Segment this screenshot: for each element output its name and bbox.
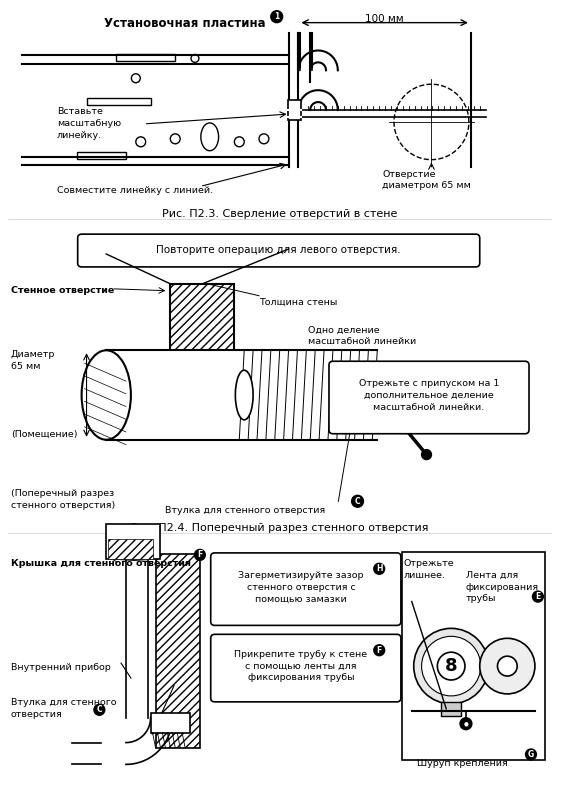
Text: (Помещение): (Помещение): [11, 430, 77, 439]
Text: Отрежьте с припуском на 1
дополнительное деление
масштабной линейки.: Отрежьте с припуском на 1 дополнительное…: [359, 380, 499, 412]
Text: Загерметизируйте зазор
стенного отверстия с
помощью замазки: Загерметизируйте зазор стенного отверсти…: [238, 571, 364, 603]
Circle shape: [480, 638, 535, 694]
Bar: [106, 524, 160, 559]
Circle shape: [94, 704, 105, 715]
Circle shape: [498, 656, 517, 676]
Circle shape: [422, 449, 431, 460]
Text: Втулка для стенного
отверстия: Втулка для стенного отверстия: [11, 698, 116, 719]
Text: Диаметр
65 мм: Диаметр 65 мм: [11, 350, 55, 371]
Circle shape: [438, 652, 465, 680]
Ellipse shape: [236, 370, 253, 420]
Text: (Поперечный разрез
стенного отверстия): (Поперечный разрез стенного отверстия): [11, 489, 115, 511]
Text: 1: 1: [274, 12, 279, 21]
Text: Толщина стены: Толщина стены: [259, 298, 337, 306]
Text: Втулка для стенного отверстия: Втулка для стенного отверстия: [165, 507, 325, 515]
Text: 100 мм: 100 мм: [365, 13, 403, 24]
Text: F: F: [376, 646, 382, 655]
Text: Повторите операцию для левого отверстия.: Повторите операцию для левого отверстия.: [157, 245, 401, 255]
Text: E: E: [535, 592, 540, 601]
FancyBboxPatch shape: [77, 234, 480, 267]
Bar: [402, 552, 545, 761]
Text: H: H: [376, 565, 383, 573]
Circle shape: [532, 591, 543, 602]
Text: Стенное отверстие: Стенное отверстие: [11, 286, 114, 295]
Ellipse shape: [81, 350, 131, 440]
Text: 8: 8: [445, 657, 457, 675]
Text: Рис. П2.3. Сверление отверстий в стене: Рис. П2.3. Сверление отверстий в стене: [162, 210, 397, 219]
Bar: [86, 98, 150, 105]
Bar: [116, 55, 175, 61]
Text: Одно деление
масштабной линейки: Одно деление масштабной линейки: [309, 326, 416, 346]
Circle shape: [195, 549, 205, 561]
Bar: [288, 100, 301, 120]
Bar: [108, 539, 153, 559]
Text: Внутренний прибор: Внутренний прибор: [11, 663, 111, 673]
Circle shape: [234, 137, 244, 147]
Bar: [77, 152, 126, 159]
Text: Прикрепите трубу к стене
с помощью ленты для
фиксирования трубы: Прикрепите трубу к стене с помощью ленты…: [234, 649, 367, 682]
Text: Рис. П2.4. Поперечный разрез стенного отверстия: Рис. П2.4. Поперечный разрез стенного от…: [131, 523, 429, 533]
Text: Отрежьте
лишнее.: Отрежьте лишнее.: [404, 559, 454, 580]
Circle shape: [131, 74, 140, 83]
Circle shape: [136, 137, 146, 147]
FancyBboxPatch shape: [211, 553, 401, 626]
FancyBboxPatch shape: [329, 361, 529, 434]
Circle shape: [374, 563, 385, 574]
Text: ●: ●: [463, 721, 468, 727]
Bar: [442, 702, 461, 715]
Text: Вставьте
масштабную
линейку.: Вставьте масштабную линейку.: [57, 107, 121, 140]
Text: C: C: [96, 705, 102, 715]
Text: Крышка для стенного отверстия: Крышка для стенного отверстия: [11, 559, 191, 568]
Bar: [155, 554, 200, 747]
Text: Установочная пластина: Установочная пластина: [104, 17, 266, 29]
Ellipse shape: [201, 123, 219, 151]
Circle shape: [422, 636, 481, 696]
Text: G: G: [528, 750, 534, 759]
Bar: [171, 283, 234, 423]
Circle shape: [460, 718, 472, 730]
Circle shape: [352, 495, 364, 507]
Circle shape: [271, 11, 283, 23]
Circle shape: [374, 645, 385, 656]
Text: C: C: [355, 497, 360, 506]
FancyBboxPatch shape: [211, 634, 401, 702]
Bar: [150, 713, 190, 733]
Circle shape: [526, 749, 536, 760]
Text: Совместите линейку с линией.: Совместите линейку с линией.: [57, 187, 213, 195]
Circle shape: [259, 134, 269, 144]
Text: Лента для
фиксирования
трубы: Лента для фиксирования трубы: [466, 571, 539, 603]
Bar: [106, 350, 377, 440]
Circle shape: [413, 628, 489, 703]
Text: Отверстие
диаметром 65 мм: Отверстие диаметром 65 мм: [382, 170, 471, 191]
Text: Шуруп крепления: Шуруп крепления: [417, 759, 507, 769]
Circle shape: [191, 55, 199, 63]
Text: F: F: [197, 550, 203, 560]
Circle shape: [171, 134, 180, 144]
